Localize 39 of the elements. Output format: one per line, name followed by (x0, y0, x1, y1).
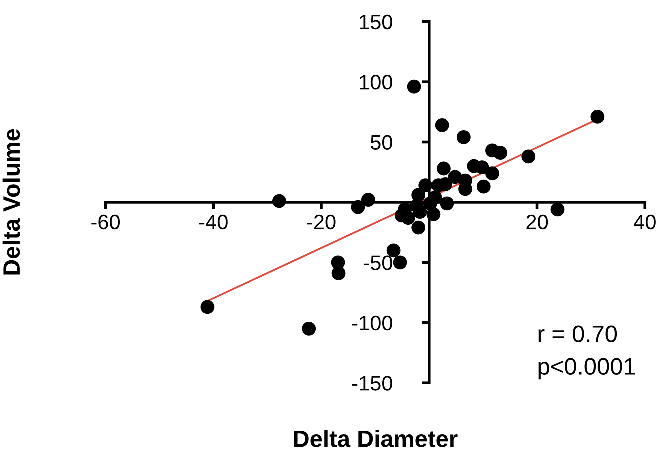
point (476, 180, 491, 194)
y-tick-label: -50 (364, 256, 392, 270)
annotation: r = 0.70 (538, 326, 618, 342)
point (351, 200, 366, 214)
y-tick-label: -100 (352, 316, 392, 331)
point (272, 194, 286, 208)
point (407, 80, 422, 94)
point (486, 166, 500, 181)
point (412, 220, 426, 235)
point (550, 202, 565, 217)
y-tick-label: 100 (360, 75, 392, 90)
y-tick-label: -150 (352, 376, 392, 391)
x-tick-label: 40 (634, 214, 656, 230)
point (456, 130, 471, 144)
point (332, 266, 346, 280)
x-tick-label: -40 (200, 214, 228, 230)
point (522, 150, 536, 164)
point (437, 162, 451, 176)
point (413, 205, 428, 220)
point (302, 322, 316, 336)
y-axis-title: Delta Volume (2, 129, 20, 275)
point (494, 146, 508, 160)
point (475, 160, 490, 174)
point (440, 196, 454, 211)
x-tick-label: -20 (307, 214, 336, 230)
point (361, 193, 376, 208)
point (200, 300, 215, 314)
x-tick-label: -60 (92, 214, 120, 230)
point (418, 178, 433, 193)
point (393, 256, 408, 270)
x-axis-title: Delta Diameter (294, 430, 458, 448)
y-tick-label: 150 (360, 14, 392, 30)
point (401, 211, 416, 226)
point (448, 170, 462, 184)
point (590, 110, 605, 124)
annotation: p<0.0001 (538, 358, 636, 380)
point (435, 118, 450, 132)
y-tick-label: 50 (370, 135, 392, 150)
x-tick-label: 20 (526, 214, 548, 230)
